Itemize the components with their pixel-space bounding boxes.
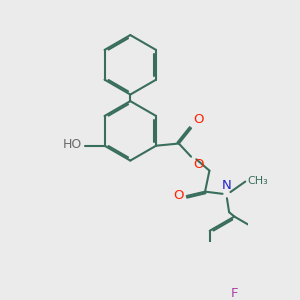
Text: CH₃: CH₃ (247, 176, 268, 186)
Text: O: O (194, 158, 204, 171)
Text: N: N (222, 179, 232, 192)
Text: O: O (193, 113, 203, 127)
Text: O: O (174, 189, 184, 202)
Text: F: F (231, 287, 238, 300)
Text: HO: HO (63, 138, 82, 151)
